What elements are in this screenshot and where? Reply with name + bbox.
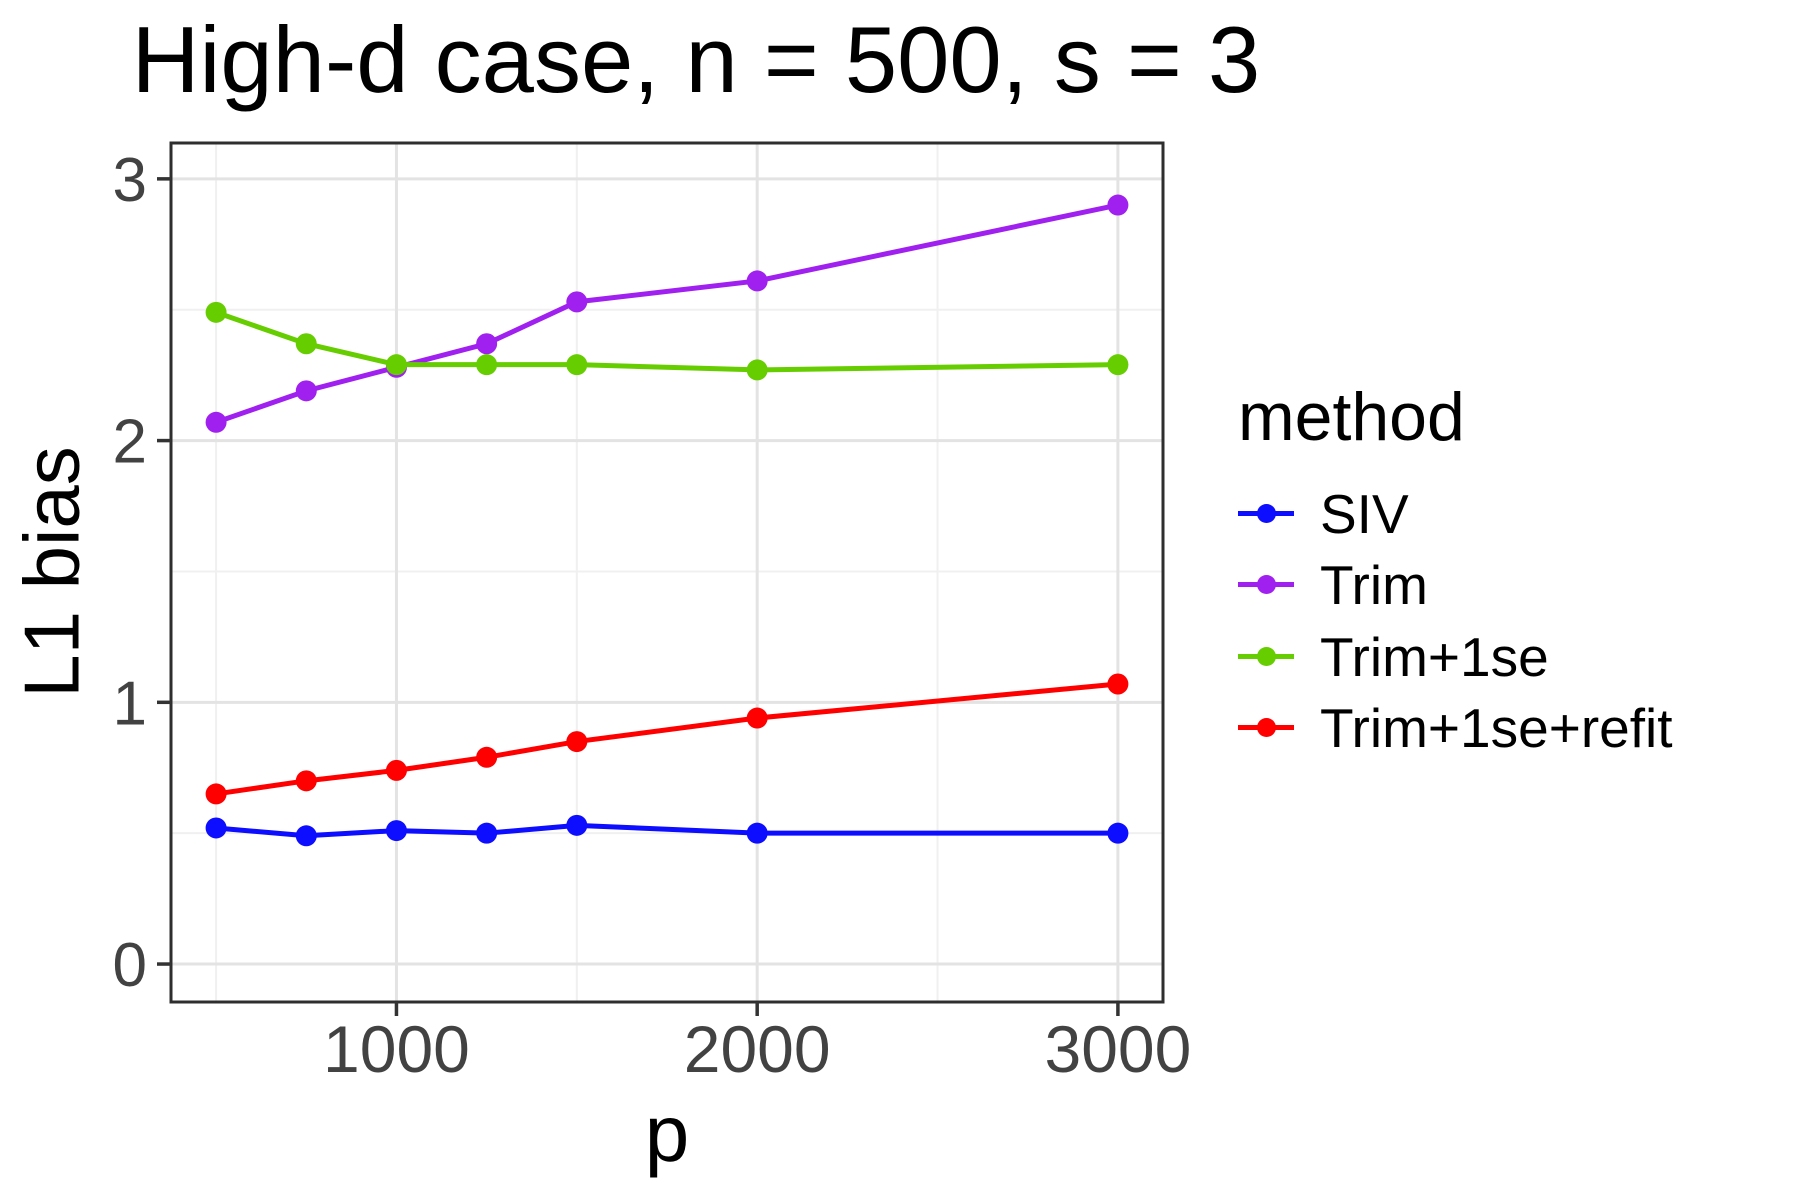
legend: method SIV Trim Trim+1se	[1238, 0, 1798, 1200]
legend-item-siv: SIV	[1238, 478, 1409, 549]
data-point	[476, 333, 498, 355]
legend-label: Trim+1se	[1320, 625, 1549, 688]
y-axis-title: L1 bias	[7, 446, 96, 698]
data-point	[746, 270, 768, 292]
legend-key-dot	[1256, 718, 1276, 737]
y-tick-label: 0	[113, 931, 147, 1000]
data-point	[1107, 354, 1129, 376]
legend-key-dot	[1256, 504, 1276, 523]
legend-key-dot	[1256, 575, 1276, 594]
x-axis-title: p	[644, 1089, 690, 1178]
data-point	[295, 380, 317, 402]
data-point	[476, 354, 498, 376]
y-tick-label: 2	[113, 408, 147, 477]
data-point	[746, 822, 768, 844]
legend-key-icon	[1238, 621, 1294, 692]
legend-key-icon	[1238, 692, 1294, 763]
data-point	[205, 817, 227, 839]
x-tick-label: 3000	[1044, 1012, 1191, 1086]
y-tick-label: 1	[113, 669, 147, 738]
data-point	[205, 411, 227, 433]
chart-title: High-d case, n = 500, s = 3	[131, 7, 1261, 112]
data-point	[566, 814, 588, 836]
data-point	[746, 707, 768, 729]
data-point	[385, 820, 407, 842]
data-point	[476, 822, 498, 844]
legend-label: SIV	[1320, 482, 1409, 545]
data-point	[295, 825, 317, 847]
legend-title: method	[1238, 379, 1465, 455]
data-point	[295, 333, 317, 355]
legend-label: Trim	[1320, 553, 1428, 616]
panel-background	[171, 143, 1163, 1002]
legend-item-trim: Trim	[1238, 549, 1428, 620]
data-point	[566, 291, 588, 313]
data-point	[1107, 822, 1129, 844]
data-point	[205, 783, 227, 805]
x-tick-label: 1000	[323, 1012, 470, 1086]
panel-border	[169, 141, 1165, 1004]
data-point	[205, 301, 227, 323]
y-tick-label: 3	[113, 146, 147, 215]
legend-key-icon	[1238, 478, 1294, 549]
legend-key-icon	[1238, 549, 1294, 620]
legend-key-dot	[1256, 647, 1276, 666]
legend-item-trim-1se: Trim+1se	[1238, 621, 1549, 692]
data-point	[1107, 673, 1129, 695]
data-point	[385, 759, 407, 781]
data-point	[746, 359, 768, 381]
legend-item-trim-1se-refit: Trim+1se+refit	[1238, 692, 1673, 763]
data-point	[1107, 194, 1129, 216]
legend-label: Trim+1se+refit	[1320, 696, 1673, 759]
data-point	[566, 354, 588, 376]
data-point	[476, 746, 498, 768]
data-point	[295, 770, 317, 792]
x-tick-label: 2000	[684, 1012, 831, 1086]
data-point	[566, 731, 588, 753]
data-point	[385, 354, 407, 376]
